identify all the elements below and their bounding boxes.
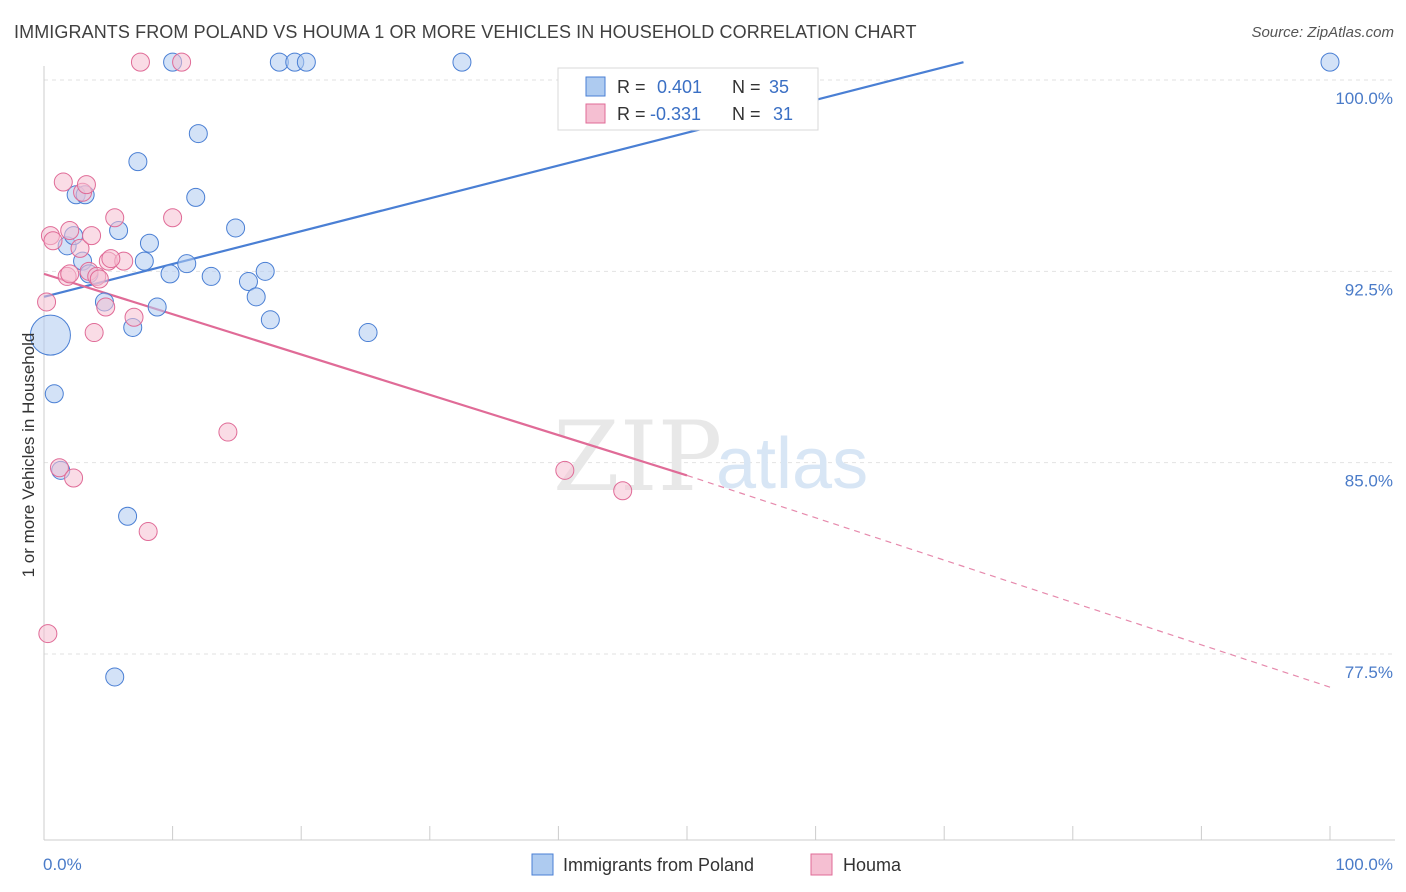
- houma-point: [49, 458, 69, 478]
- houma-point: [101, 249, 121, 269]
- poland-point: [160, 264, 180, 284]
- trend-lines: [43, 61, 1331, 688]
- poland-point: [296, 52, 316, 72]
- poland-point: [186, 187, 206, 207]
- houma-point: [60, 264, 80, 284]
- houma-point: [64, 468, 84, 488]
- houma-point: [37, 292, 57, 312]
- legend-r-value-2: -0.331: [650, 104, 701, 124]
- axes: [43, 66, 1395, 841]
- houma-point: [130, 52, 150, 72]
- poland-point: [246, 287, 266, 307]
- series-swatch-poland: [531, 853, 554, 876]
- houma-point: [43, 231, 63, 251]
- chart-title: IMMIGRANTS FROM POLAND VS HOUMA 1 OR MOR…: [14, 22, 917, 42]
- houma-point: [105, 208, 125, 228]
- houma-point: [76, 175, 96, 195]
- watermark-zip: ZIP: [553, 401, 722, 513]
- grid-lines: [44, 79, 1395, 655]
- poland-point: [358, 323, 378, 343]
- x-tick-labels: 0.0% 100.0%: [43, 855, 1393, 874]
- houma-point: [60, 221, 80, 241]
- legend-swatch-pink: [585, 103, 606, 124]
- poland-point: [201, 266, 221, 286]
- legend-swatch-blue: [585, 76, 606, 97]
- houma-point: [218, 422, 238, 442]
- houma-point: [613, 481, 633, 501]
- houma-point: [555, 460, 575, 480]
- houma-point: [138, 522, 158, 542]
- legend-n-value-2: 31: [773, 104, 793, 124]
- legend-n-label-2: N =: [732, 104, 761, 124]
- y-tick-labels: 77.5% 85.0% 92.5% 100.0%: [1335, 89, 1393, 682]
- houma-trend-extension: [686, 474, 1331, 688]
- legend-r-label-1: R =: [617, 77, 646, 97]
- data-points: [29, 52, 1340, 687]
- series-label-poland: Immigrants from Poland: [563, 855, 754, 875]
- legend-n-label-1: N =: [732, 77, 761, 97]
- poland-point: [238, 272, 258, 292]
- legend-r-label-2: R =: [617, 104, 646, 124]
- y-tick-label: 77.5%: [1345, 663, 1393, 682]
- houma-point: [172, 52, 192, 72]
- correlation-legend: R = 0.401 N = 35 R = -0.331 N = 31: [557, 67, 819, 131]
- poland-point: [139, 233, 159, 253]
- houma-point: [38, 624, 58, 644]
- poland-point: [105, 667, 125, 687]
- poland-point: [118, 506, 138, 526]
- houma-point: [82, 226, 102, 246]
- poland-point: [1320, 52, 1340, 72]
- poland-point: [128, 152, 148, 172]
- y-axis-label: 1 or more Vehicles in Household: [19, 333, 38, 578]
- series-swatch-houma: [810, 853, 833, 876]
- poland-point: [255, 261, 275, 281]
- x-tick-label-max: 100.0%: [1335, 855, 1393, 874]
- watermark: ZIP atlas: [553, 401, 868, 513]
- source-label: Source: ZipAtlas.com: [1251, 24, 1394, 41]
- poland-point: [134, 251, 154, 271]
- houma-trend-line: [43, 272, 688, 477]
- series-legend: Immigrants from Poland Houma: [531, 853, 902, 876]
- houma-point: [124, 307, 144, 327]
- houma-point: [70, 238, 90, 258]
- houma-point: [96, 297, 116, 317]
- houma-point: [84, 323, 104, 343]
- poland-point: [147, 297, 167, 317]
- series-label-houma: Houma: [843, 855, 902, 875]
- poland-point: [44, 384, 64, 404]
- watermark-atlas: atlas: [716, 424, 868, 504]
- x-tick-label-min: 0.0%: [43, 855, 82, 874]
- poland-point: [177, 254, 197, 274]
- y-tick-label: 92.5%: [1345, 280, 1393, 299]
- poland-point: [29, 314, 71, 356]
- houma-point: [89, 269, 109, 289]
- houma-point: [53, 172, 73, 192]
- legend-r-value-1: 0.401: [657, 77, 702, 97]
- houma-point: [163, 208, 183, 228]
- y-tick-label: 85.0%: [1345, 472, 1393, 491]
- legend-n-value-1: 35: [769, 77, 789, 97]
- poland-point: [188, 124, 208, 144]
- poland-point: [226, 218, 246, 238]
- poland-point: [452, 52, 472, 72]
- poland-point: [260, 310, 280, 330]
- y-tick-label: 100.0%: [1335, 89, 1393, 108]
